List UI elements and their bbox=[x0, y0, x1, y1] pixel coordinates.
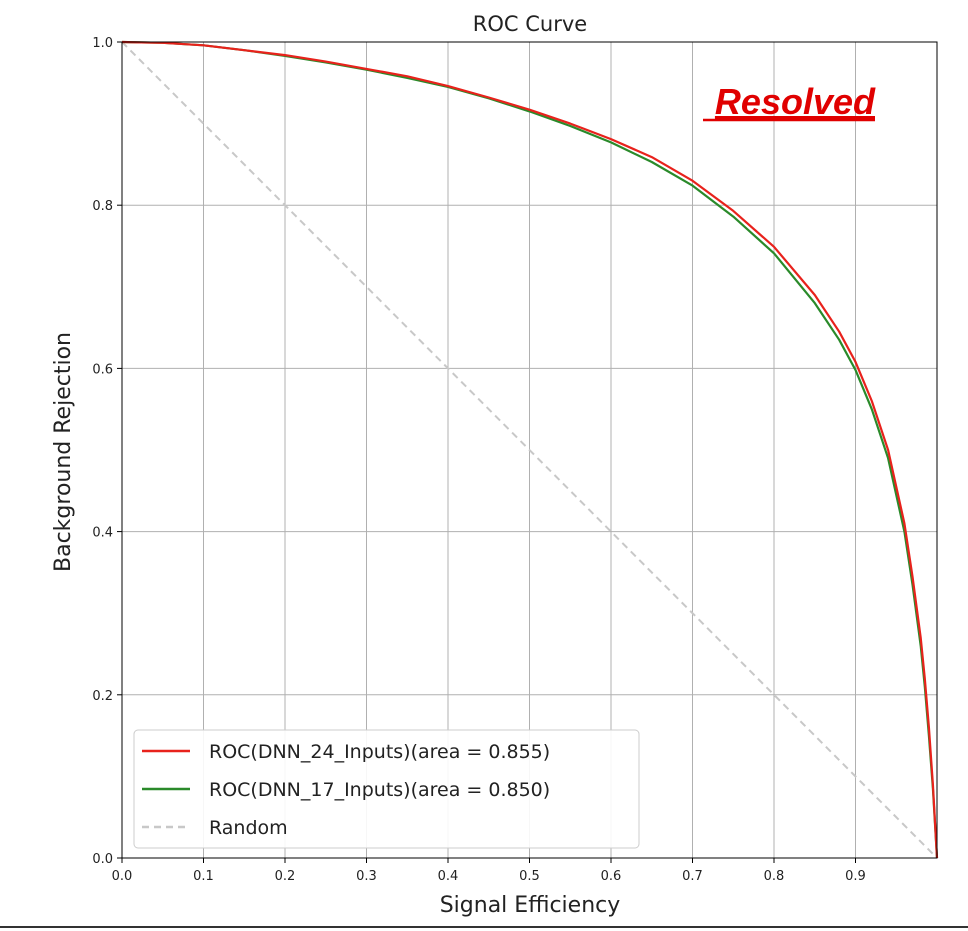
x-tick-label: 0.0 bbox=[112, 869, 133, 884]
chart-title: ROC Curve bbox=[473, 12, 587, 36]
x-tick-label: 0.4 bbox=[438, 869, 459, 884]
x-tick-label: 0.6 bbox=[601, 869, 622, 884]
legend-label-2: Random bbox=[209, 817, 288, 839]
x-tick-label: 0.8 bbox=[764, 869, 785, 884]
x-axis-label: Signal Efficiency bbox=[440, 893, 621, 918]
y-tick-label: 0.8 bbox=[92, 199, 113, 214]
x-tick-label: 0.7 bbox=[682, 869, 703, 884]
series-line-2 bbox=[121, 41, 938, 859]
axis-ticks: 0.0 0.1 0.2 0.3 0.4 0.5 0.6 0.7 0.8 0.9 0.0 0.2 0.4 0… bbox=[92, 36, 866, 884]
y-tick-label: 1.0 bbox=[92, 36, 113, 51]
y-tick-label: 0.6 bbox=[92, 362, 113, 377]
y-axis-label: Background Rejection bbox=[51, 332, 76, 572]
plot-lines bbox=[121, 40, 939, 859]
y-tick-label: 0.2 bbox=[92, 689, 113, 704]
legend-box bbox=[133, 729, 640, 849]
y-tick-label: 0.0 bbox=[92, 852, 113, 867]
x-tick-label: 0.3 bbox=[356, 869, 377, 884]
series-line-0 bbox=[121, 40, 939, 859]
x-tick-label: 0.9 bbox=[845, 869, 866, 884]
x-tick-label: 0.1 bbox=[193, 869, 214, 884]
legend: ROC(DNN_24_Inputs)(area = 0.855) ROC(DNN_… bbox=[133, 729, 640, 849]
bottom-rule bbox=[0, 926, 968, 928]
x-tick-label: 0.2 bbox=[275, 869, 296, 884]
legend-label-0: ROC(DNN_24_Inputs)(area = 0.855) bbox=[209, 741, 550, 763]
x-tick-label: 0.5 bbox=[519, 869, 540, 884]
legend-label-1: ROC(DNN_17_Inputs)(area = 0.850) bbox=[209, 779, 550, 801]
y-tick-label: 0.4 bbox=[92, 526, 113, 541]
resolved-annotation: Resolved bbox=[715, 81, 876, 122]
